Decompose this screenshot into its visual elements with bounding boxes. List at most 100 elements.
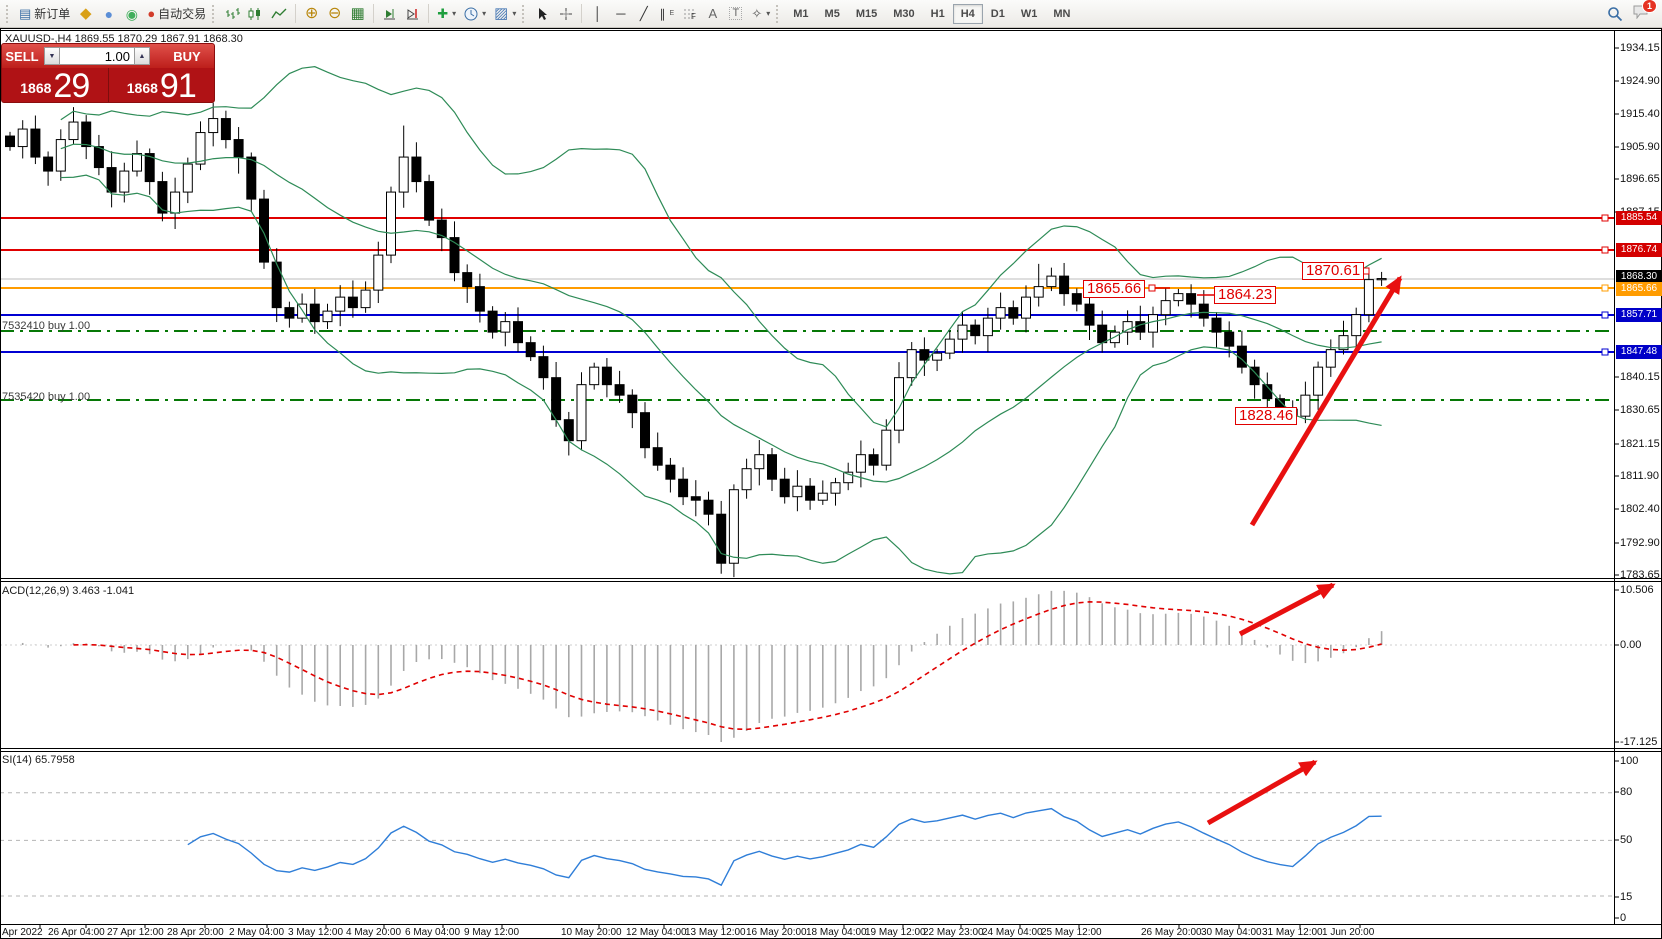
cursor-button[interactable] — [531, 3, 554, 25]
zoom-out-button[interactable]: ⊖ — [323, 3, 346, 25]
svg-text:F: F — [691, 12, 696, 20]
arrows-icon: ✧ — [751, 6, 763, 21]
chart-shift-icon — [407, 8, 419, 19]
fibonacci-button[interactable]: F — [678, 3, 701, 25]
time-axis-label: 1 Jun 20:00 — [1322, 927, 1375, 938]
bollinger-lower — [60, 174, 1382, 575]
notifications-button[interactable]: 1 — [1633, 0, 1657, 24]
crosshair-button[interactable] — [554, 3, 577, 25]
zoom-in-icon: ⊕ — [304, 4, 319, 22]
text-label-icon: T — [729, 7, 743, 20]
candlestick-chart-button[interactable] — [244, 3, 267, 25]
new-order-button[interactable]: ▤ 新订单 — [15, 3, 74, 25]
text-label-button[interactable]: T — [724, 3, 747, 25]
templates-dropdown-arrow: ▾ — [512, 9, 517, 18]
price-axis-tick: 1802.40 — [1620, 503, 1660, 515]
toolbar-grip[interactable] — [522, 4, 527, 23]
horizontal-line-button[interactable]: ─ — [609, 3, 632, 25]
time-axis-label: 3 May 12:00 — [288, 927, 344, 938]
cursor-icon — [539, 7, 548, 20]
trendline-button[interactable]: ╱ — [632, 3, 655, 25]
equidistant-channel-button[interactable]: ∥ E — [655, 3, 678, 25]
price-tag-1868.30: 1868.30 — [1616, 270, 1662, 284]
timeframe-m15[interactable]: M15 — [855, 7, 878, 20]
search-icon[interactable] — [1607, 6, 1623, 22]
line-chart-icon — [271, 8, 287, 18]
price-tag-1885.54: 1885.54 — [1616, 211, 1662, 225]
arrows-button[interactable]: ✧ ▾ — [747, 3, 774, 25]
timeframe-w1[interactable]: W1 — [1020, 7, 1038, 20]
gold-button[interactable]: ◆ — [74, 3, 97, 25]
bollinger-upper — [60, 66, 1382, 428]
toolbar-grip[interactable] — [776, 4, 781, 23]
text-button[interactable]: A — [701, 3, 724, 25]
bar-chart-button[interactable] — [221, 3, 244, 25]
time-axis-label: 27 Apr 12:00 — [107, 927, 164, 938]
time-axis-label: 16 May 20:00 — [746, 927, 807, 938]
periods-button[interactable]: ▾ — [460, 3, 490, 25]
buy-button[interactable]: BUY — [160, 44, 214, 68]
timeframe-mn[interactable]: MN — [1053, 7, 1071, 20]
time-axis-label: 26 Apr 04:00 — [48, 927, 105, 938]
price-axis-tick: 50 — [1620, 834, 1633, 846]
timeframe-m30[interactable]: M30 — [893, 7, 915, 20]
open-position-label: 7535420 buy 1.00 — [2, 391, 91, 403]
toolbar-grip[interactable] — [212, 4, 217, 23]
horizontal-line-icon: ─ — [616, 6, 626, 21]
periods-dropdown-arrow: ▾ — [482, 9, 487, 18]
chart-shift-button[interactable] — [401, 3, 424, 25]
signals-button[interactable]: ◉ — [120, 3, 143, 25]
price-axis-tick: 0.00 — [1620, 639, 1642, 651]
chart-canvas[interactable] — [0, 28, 1662, 939]
tile-windows-icon: ▦ — [350, 5, 365, 22]
periods-clock-icon — [464, 7, 478, 20]
sell-button[interactable]: SELL — [2, 44, 42, 68]
time-axis-label: 30 May 04:00 — [1201, 927, 1262, 938]
price-tag-1847.48: 1847.48 — [1616, 345, 1662, 359]
price-axis-tick: 1915.40 — [1620, 108, 1660, 120]
arrows-dropdown-arrow: ▾ — [766, 9, 771, 18]
chart-window: XAUUSD-,H4 1869.55 1870.29 1867.91 1868.… — [0, 28, 1662, 939]
timeframe-h4[interactable]: H4 — [952, 3, 983, 24]
main-trend-arrow[interactable] — [1249, 275, 1403, 527]
new-order-icon: ▤ — [19, 6, 32, 21]
volume-increase-button[interactable]: ▲ — [134, 47, 150, 65]
time-axis-label: 18 May 04:00 — [806, 927, 867, 938]
volume-decrease-button[interactable]: ▼ — [44, 47, 60, 65]
price-callout-1828.46[interactable]: 1828.46 — [1235, 407, 1298, 425]
zoom-in-button[interactable]: ⊕ — [300, 3, 323, 25]
vertical-line-button[interactable]: │ — [586, 3, 609, 25]
bid-main: 1868 — [20, 80, 52, 96]
line-chart-button[interactable] — [267, 3, 291, 25]
timeframe-m5[interactable]: M5 — [824, 7, 840, 20]
price-callout-1870.61[interactable]: 1870.61 — [1302, 262, 1365, 280]
price-callout-1865.66[interactable]: 1865.66 — [1083, 280, 1146, 298]
auto-trading-button[interactable]: ● 自动交易 — [143, 3, 210, 25]
time-axis-label: 19 May 12:00 — [865, 927, 926, 938]
timeframe-h1[interactable]: H1 — [930, 7, 945, 20]
community-icon: ● — [104, 5, 114, 22]
volume-input[interactable] — [60, 47, 134, 65]
timeframe-d1[interactable]: D1 — [990, 7, 1005, 20]
toolbar-grip[interactable] — [6, 4, 11, 23]
time-axis-label: 31 May 12:00 — [1262, 927, 1323, 938]
macd-trend-arrow[interactable] — [1238, 582, 1336, 637]
ask-main: 1868 — [126, 80, 158, 96]
ask-price-display[interactable]: 1868 91 — [108, 68, 214, 102]
templates-button[interactable]: ▨ ▾ — [490, 3, 520, 25]
timeframe-m1[interactable]: M1 — [793, 7, 809, 20]
time-axis-label: 25 May 12:00 — [1041, 927, 1102, 938]
macd-indicator-label: ACD(12,26,9) 3.463 -1.041 — [2, 585, 135, 597]
channel-sub-label: E — [669, 10, 675, 17]
new-order-label: 新订单 — [34, 7, 71, 21]
rsi-trend-arrow[interactable] — [1206, 759, 1318, 826]
indicators-button[interactable]: ✚ ▾ — [433, 3, 460, 25]
price-axis-tick: 1924.90 — [1620, 75, 1660, 87]
bid-price-display[interactable]: 1868 29 — [2, 68, 108, 102]
auto-scroll-button[interactable] — [378, 3, 401, 25]
chart-title: XAUUSD-,H4 1869.55 1870.29 1867.91 1868.… — [5, 33, 243, 45]
price-axis-tick: 1934.15 — [1620, 42, 1660, 54]
community-button[interactable]: ● — [97, 3, 120, 25]
tile-windows-button[interactable]: ▦ — [346, 3, 369, 25]
price-callout-1864.23[interactable]: 1864.23 — [1214, 286, 1277, 304]
